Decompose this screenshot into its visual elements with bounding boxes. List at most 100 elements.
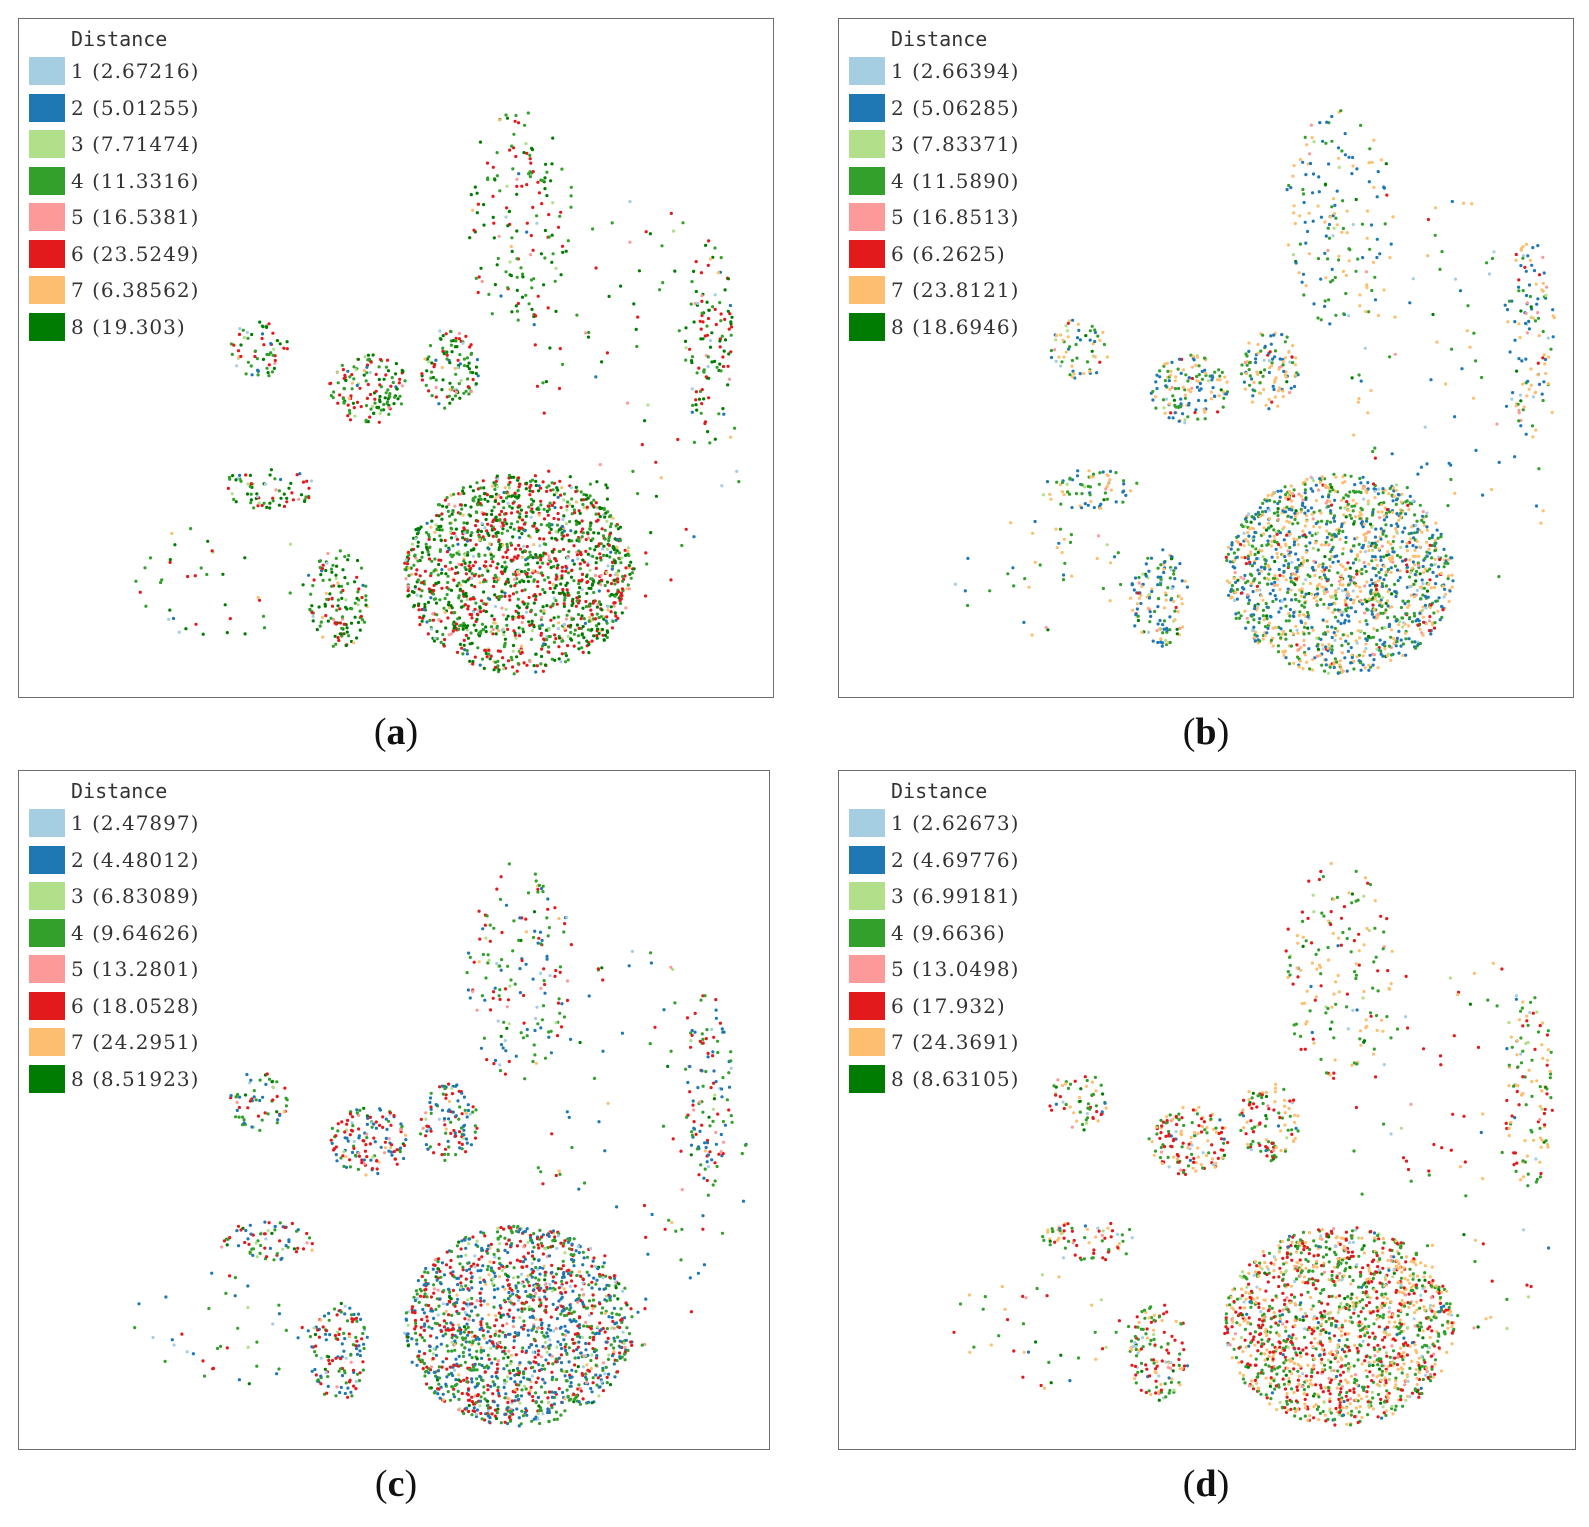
map-point-class-8 [510, 310, 514, 314]
map-point-class-6 [616, 580, 620, 584]
map-point-class-4 [1288, 614, 1292, 618]
map-point-class-2 [429, 596, 433, 600]
map-point-class-7 [1262, 532, 1266, 536]
map-point-class-8 [592, 531, 596, 535]
map-point-class-2 [1321, 565, 1325, 569]
map-point-class-4 [551, 624, 556, 628]
map-point-class-4 [1349, 575, 1353, 579]
map-point-class-2 [966, 556, 970, 561]
map-point-class-4 [1389, 653, 1394, 657]
map-point-class-2 [1409, 531, 1413, 535]
map-point-class-6 [503, 518, 507, 522]
map-point-class-4 [581, 531, 585, 535]
map-point-class-1 [456, 366, 460, 370]
map-point-class-2 [1177, 357, 1182, 361]
map-point-class-4 [1316, 257, 1321, 261]
map-point-class-4 [1382, 501, 1386, 505]
map-point-class-3 [1247, 543, 1251, 547]
map-point-class-6 [321, 563, 325, 567]
map-point-class-4 [1393, 564, 1397, 568]
map-point-class-4 [1173, 609, 1177, 613]
map-point-class-6 [406, 589, 410, 593]
map-point-class-7 [1283, 356, 1287, 360]
map-point-class-4 [497, 595, 501, 600]
map-point-class-6 [491, 194, 495, 198]
map-point-class-4 [1327, 298, 1331, 302]
map-point-class-8 [355, 558, 360, 563]
map-point-class-7 [1393, 315, 1397, 319]
map-point-class-1 [1351, 589, 1355, 593]
map-point-class-4 [1334, 597, 1338, 601]
map-point-class-2 [1156, 605, 1160, 609]
map-point-class-2 [1532, 269, 1537, 273]
map-point-class-1 [177, 630, 181, 634]
map-point-class-7 [1409, 537, 1413, 541]
legend-item-5: 5 (16.8513) [849, 199, 1019, 236]
map-point-class-7 [1203, 410, 1207, 414]
map-point-class-4 [1326, 226, 1330, 230]
map-point-class-4 [608, 555, 612, 559]
map-point-class-5 [1242, 577, 1246, 581]
map-point-class-6 [529, 233, 533, 238]
legend-label: 3 (7.71474) [71, 132, 200, 157]
map-point-class-6 [619, 593, 623, 598]
map-point-class-8 [451, 397, 455, 401]
map-point-class-8 [580, 614, 584, 618]
map-point-class-2 [575, 1347, 579, 1352]
map-point-class-1 [493, 604, 498, 609]
map-point-class-4 [1183, 388, 1187, 392]
map-point-class-4 [1320, 519, 1324, 523]
map-point-class-7 [1413, 548, 1417, 553]
map-point-class-6 [517, 504, 521, 508]
map-point-class-7 [1228, 581, 1232, 585]
map-point-class-2 [1523, 321, 1528, 325]
map-point-class-7 [490, 484, 494, 488]
map-point-class-4 [430, 394, 434, 398]
map-point-class-7 [1521, 382, 1525, 386]
map-point-class-1 [576, 557, 580, 561]
map-point-class-7 [448, 387, 452, 392]
map-point-class-7 [1101, 330, 1105, 334]
map-point-class-4 [570, 512, 574, 516]
map-point-class-7 [1310, 136, 1314, 140]
map-point-class-8 [466, 553, 470, 557]
map-point-class-5 [1326, 248, 1330, 253]
map-point-class-7 [1268, 621, 1272, 626]
map-point-class-7 [1517, 322, 1521, 326]
map-point-class-7 [520, 555, 524, 559]
map-point-class-4 [539, 1241, 544, 1245]
map-point-class-7 [1355, 595, 1360, 599]
map-point-class-2 [1173, 411, 1177, 415]
map-point-class-1 [1164, 397, 1169, 401]
map-point-class-4 [523, 123, 527, 127]
map-point-class-8 [464, 594, 468, 598]
map-point-class-2 [1517, 357, 1521, 361]
map-point-class-5 [1541, 255, 1545, 259]
map-point-class-7 [1431, 623, 1435, 627]
map-point-class-8 [323, 604, 327, 608]
map-point-class-2 [1542, 380, 1546, 384]
map-point-class-2 [1272, 387, 1276, 392]
map-point-class-7 [1397, 518, 1401, 522]
map-point-class-7 [1333, 212, 1337, 216]
map-point-class-2 [465, 652, 469, 656]
map-point-class-8 [553, 658, 557, 662]
map-point-class-2 [1535, 302, 1539, 306]
map-point-class-4 [1059, 502, 1063, 506]
map-point-class-8 [520, 532, 524, 536]
map-point-class-7 [1268, 366, 1272, 370]
map-point-class-8 [543, 176, 547, 180]
map-point-class-8 [345, 607, 349, 611]
map-point-class-7 [1357, 397, 1361, 401]
map-point-class-4 [434, 597, 438, 601]
map-point-class-7 [1315, 599, 1319, 603]
map-point-class-7 [443, 610, 447, 614]
map-point-class-8 [564, 249, 568, 253]
map-point-class-6 [636, 315, 640, 319]
map-point-class-8 [338, 632, 342, 636]
map-point-class-4 [1421, 593, 1425, 597]
map-point-class-5 [1170, 385, 1174, 390]
map-point-class-4 [1148, 620, 1152, 624]
map-point-class-4 [1419, 597, 1423, 601]
map-point-class-2 [1108, 469, 1113, 473]
